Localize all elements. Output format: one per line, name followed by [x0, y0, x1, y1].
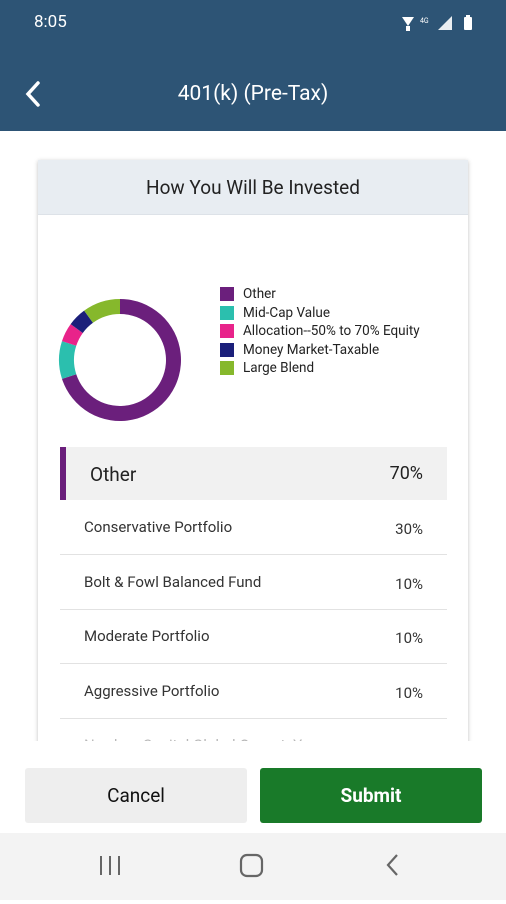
- legend-label: Allocation--50% to 70% Equity: [243, 323, 420, 339]
- home-button[interactable]: [239, 853, 264, 878]
- card: How You Will Be Invested Other Mid-Cap Va…: [38, 160, 468, 741]
- fund-name: Newlam Capital Global Opport. Y: [84, 736, 302, 741]
- status-bar: 8:05 4G: [0, 0, 506, 46]
- card-header: How You Will Be Invested: [38, 160, 468, 215]
- fund-row[interactable]: Newlam Capital Global Opport. Y 5%: [60, 718, 447, 741]
- fund-name: Moderate Portfolio: [84, 627, 210, 645]
- button-bar: Cancel Submit: [0, 741, 506, 833]
- legend-label: Mid-Cap Value: [243, 304, 330, 321]
- donut-segment: [84, 299, 120, 323]
- legend-label: Other: [243, 286, 276, 302]
- fund-percent: 10%: [395, 683, 423, 702]
- category-color-bar: [60, 447, 66, 500]
- nav-bar: [0, 833, 506, 900]
- legend-swatch: [220, 342, 234, 357]
- donut-chart: [58, 299, 181, 421]
- nav-back-button[interactable]: [386, 854, 398, 876]
- submit-button[interactable]: Submit: [260, 768, 482, 823]
- fund-percent: 10%: [395, 629, 423, 647]
- fund-name: Bolt & Fowl Balanced Fund: [84, 572, 262, 591]
- donut-segment: [70, 310, 93, 333]
- donut-segment: [61, 324, 83, 346]
- legend-label: Large Blend: [243, 360, 315, 376]
- legend-swatch: [220, 324, 234, 338]
- fund-percent: 5%: [404, 738, 423, 741]
- fund-row[interactable]: Aggressive Portfolio 10%: [60, 664, 447, 719]
- fund-row[interactable]: Moderate Portfolio 10%: [60, 609, 447, 664]
- app-bar: 401(k) (Pre-Tax): [0, 46, 506, 131]
- fund-name: Aggressive Portfolio: [84, 681, 220, 700]
- cancel-button[interactable]: Cancel: [25, 768, 247, 823]
- fund-row[interactable]: Conservative Portfolio 30%: [60, 500, 447, 555]
- legend-swatch: [220, 305, 234, 320]
- nav-icons: [100, 853, 398, 878]
- content: How You Will Be Invested Other Mid-Cap Va…: [0, 131, 506, 741]
- fund-name: Conservative Portfolio: [84, 518, 233, 536]
- back-button[interactable]: [22, 80, 46, 108]
- page-title: 401(k) (Pre-Tax): [177, 82, 329, 106]
- category-row[interactable]: Other 70%: [60, 447, 447, 500]
- fund-percent: 30%: [395, 520, 423, 538]
- card-title: How You Will Be Invested: [146, 176, 360, 199]
- legend-swatch: [220, 361, 234, 375]
- donut-segment: [58, 341, 77, 379]
- legend-swatch: [220, 287, 234, 301]
- fund-percent: 10%: [395, 574, 423, 593]
- legend-label: Money Market-Taxable: [243, 341, 380, 358]
- clock: 8:05: [34, 12, 67, 32]
- status-icons: 4G: [402, 15, 472, 31]
- fund-row[interactable]: Bolt & Fowl Balanced Fund 10%: [60, 555, 447, 610]
- svg-text:4G: 4G: [420, 17, 429, 25]
- recents-button[interactable]: [100, 856, 120, 875]
- category-percent: 70%: [389, 463, 423, 484]
- category-name: Other: [90, 463, 137, 486]
